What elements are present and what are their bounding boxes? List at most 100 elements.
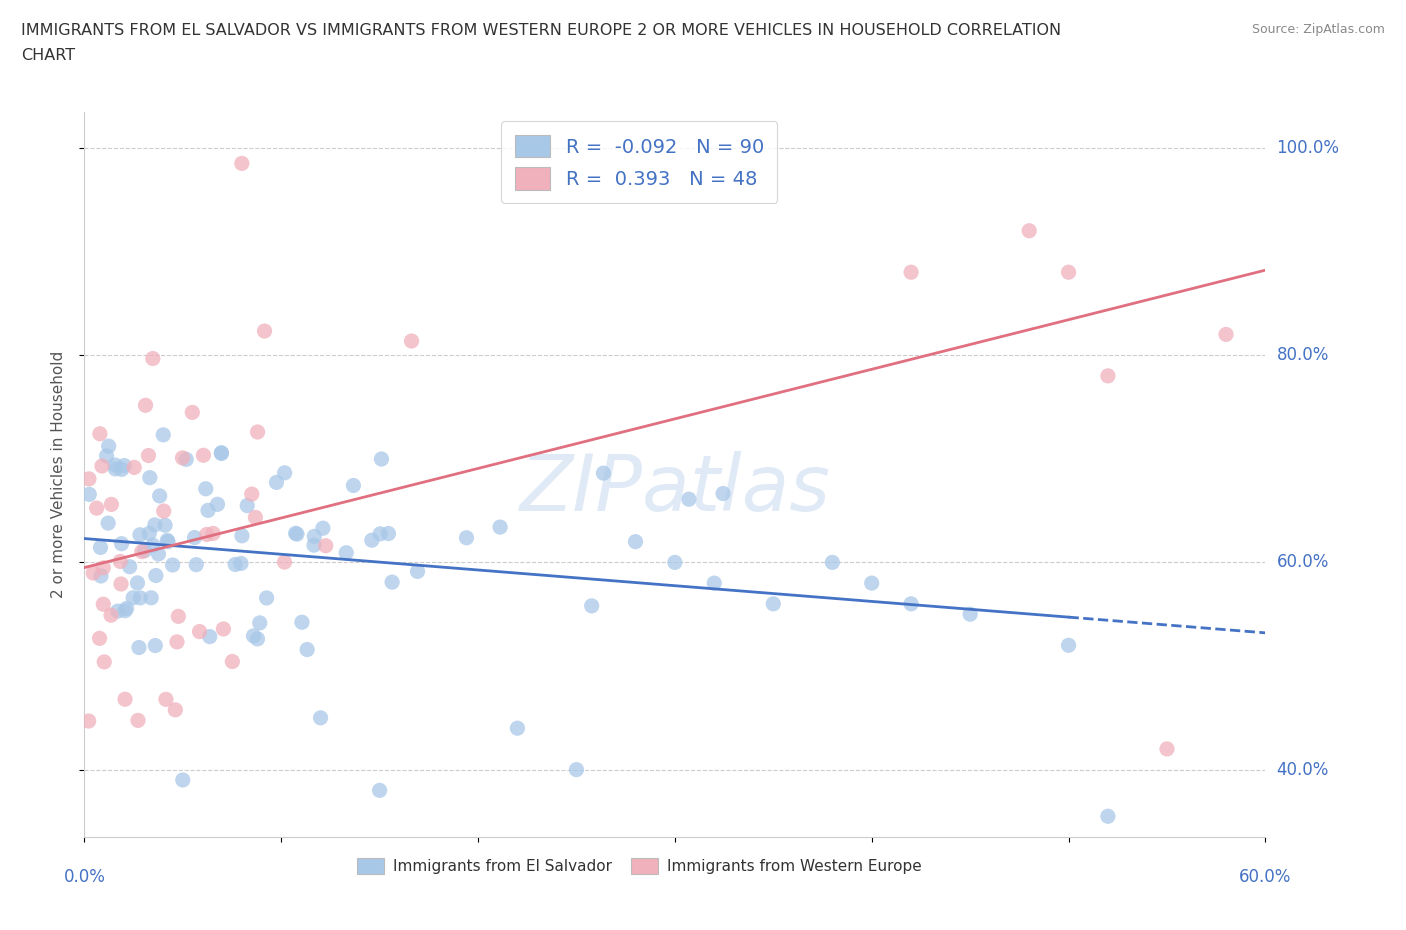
Point	[122, 460, 145, 475]
Point	[96, 448, 118, 463]
Point	[456, 530, 478, 545]
Point	[77, 713, 100, 728]
Point	[167, 609, 190, 624]
Point	[197, 503, 219, 518]
Point	[253, 324, 276, 339]
Point	[193, 448, 215, 463]
Point	[198, 630, 221, 644]
Point	[149, 488, 172, 503]
Point	[195, 527, 218, 542]
Point	[1018, 223, 1040, 238]
Point	[229, 556, 252, 571]
Point	[360, 533, 382, 548]
Point	[900, 265, 922, 280]
Point	[122, 591, 145, 605]
Point	[202, 526, 225, 541]
Point	[273, 465, 295, 480]
Point	[711, 486, 734, 501]
Point	[489, 520, 512, 535]
Point	[129, 527, 152, 542]
Point	[89, 426, 111, 441]
Point	[231, 528, 253, 543]
Point	[291, 615, 314, 630]
Text: ZIPatlas: ZIPatlas	[519, 451, 831, 526]
Point	[152, 428, 174, 443]
Point	[145, 568, 167, 583]
Text: Source: ZipAtlas.com: Source: ZipAtlas.com	[1251, 23, 1385, 36]
Point	[762, 596, 785, 611]
Point	[183, 530, 205, 545]
Point	[93, 655, 115, 670]
Point	[104, 461, 127, 476]
Point	[295, 642, 318, 657]
Point	[581, 598, 603, 613]
Point	[86, 500, 108, 515]
Point	[194, 482, 217, 497]
Point	[342, 478, 364, 493]
Point	[114, 692, 136, 707]
Point	[245, 510, 267, 525]
Point	[89, 631, 111, 645]
Point	[304, 529, 326, 544]
Point	[209, 446, 232, 461]
Point	[212, 621, 235, 636]
Point	[141, 591, 163, 605]
Point	[406, 564, 429, 578]
Point	[284, 525, 307, 540]
Point	[100, 608, 122, 623]
Text: 60.0%: 60.0%	[1239, 868, 1292, 885]
Y-axis label: 2 or more Vehicles in Household: 2 or more Vehicles in Household	[51, 351, 66, 598]
Point	[77, 487, 100, 502]
Point	[165, 702, 187, 717]
Point	[266, 475, 288, 490]
Point	[129, 591, 152, 605]
Point	[142, 538, 165, 552]
Point	[91, 561, 114, 576]
Point	[97, 515, 120, 530]
Point	[860, 576, 883, 591]
Text: 0.0%: 0.0%	[63, 868, 105, 885]
Point	[127, 713, 149, 728]
Text: 60.0%: 60.0%	[1277, 553, 1329, 571]
Point	[312, 521, 335, 536]
Point	[82, 565, 104, 580]
Point	[246, 631, 269, 646]
Point	[128, 640, 150, 655]
Point	[91, 597, 114, 612]
Point	[256, 591, 278, 605]
Point	[153, 518, 176, 533]
Point	[335, 545, 357, 560]
Point	[110, 537, 132, 551]
Point	[664, 555, 686, 570]
Point	[207, 497, 229, 512]
Point	[118, 559, 141, 574]
Point	[315, 538, 337, 553]
Point	[134, 543, 156, 558]
Point	[104, 458, 127, 472]
Point	[209, 445, 232, 460]
Text: 100.0%: 100.0%	[1277, 139, 1340, 157]
Point	[156, 535, 179, 550]
Point	[143, 517, 166, 532]
Point	[110, 554, 132, 569]
Point	[156, 533, 179, 548]
Point	[111, 462, 134, 477]
Point	[97, 439, 120, 454]
Point	[678, 492, 700, 507]
Point	[1057, 638, 1080, 653]
Point	[236, 498, 259, 513]
Point	[172, 450, 194, 465]
Point	[565, 763, 588, 777]
Point	[1156, 741, 1178, 756]
Point	[131, 544, 153, 559]
Point	[138, 448, 160, 463]
Point	[246, 425, 269, 440]
Point	[401, 334, 423, 349]
Point	[381, 575, 404, 590]
Point	[231, 156, 253, 171]
Point	[1097, 368, 1119, 383]
Point	[114, 604, 136, 618]
Text: CHART: CHART	[21, 48, 75, 63]
Point	[172, 773, 194, 788]
Legend: Immigrants from El Salvador, Immigrants from Western Europe: Immigrants from El Salvador, Immigrants …	[350, 852, 928, 880]
